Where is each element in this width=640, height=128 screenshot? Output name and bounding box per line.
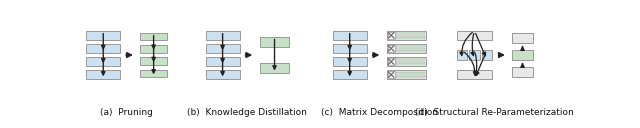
FancyBboxPatch shape xyxy=(513,67,532,77)
FancyBboxPatch shape xyxy=(396,76,425,78)
FancyBboxPatch shape xyxy=(396,63,425,65)
FancyBboxPatch shape xyxy=(140,57,167,65)
FancyBboxPatch shape xyxy=(205,44,239,53)
FancyBboxPatch shape xyxy=(469,50,479,60)
FancyBboxPatch shape xyxy=(388,58,395,65)
FancyBboxPatch shape xyxy=(513,50,532,60)
FancyBboxPatch shape xyxy=(86,31,120,40)
FancyBboxPatch shape xyxy=(396,74,425,76)
FancyBboxPatch shape xyxy=(396,50,425,52)
FancyBboxPatch shape xyxy=(333,57,367,66)
FancyBboxPatch shape xyxy=(396,45,425,47)
FancyBboxPatch shape xyxy=(205,57,239,66)
FancyBboxPatch shape xyxy=(387,70,426,79)
FancyBboxPatch shape xyxy=(140,70,167,77)
FancyBboxPatch shape xyxy=(333,44,367,53)
FancyBboxPatch shape xyxy=(396,72,425,73)
FancyBboxPatch shape xyxy=(388,71,395,78)
Text: (d)  Structural Re-Parameterization: (d) Structural Re-Parameterization xyxy=(415,108,574,117)
FancyBboxPatch shape xyxy=(388,45,395,52)
FancyBboxPatch shape xyxy=(513,33,532,43)
Text: (b)  Knowledge Distillation: (b) Knowledge Distillation xyxy=(188,108,307,117)
FancyBboxPatch shape xyxy=(396,37,425,39)
FancyBboxPatch shape xyxy=(387,31,426,40)
FancyBboxPatch shape xyxy=(396,48,425,50)
FancyBboxPatch shape xyxy=(86,44,120,53)
FancyBboxPatch shape xyxy=(205,70,239,79)
Text: (c)  Matrix Decomposition: (c) Matrix Decomposition xyxy=(321,108,438,117)
FancyBboxPatch shape xyxy=(457,50,467,60)
FancyBboxPatch shape xyxy=(140,33,167,40)
FancyBboxPatch shape xyxy=(396,58,425,60)
FancyBboxPatch shape xyxy=(387,57,426,66)
FancyBboxPatch shape xyxy=(260,63,289,73)
FancyBboxPatch shape xyxy=(388,32,395,39)
FancyBboxPatch shape xyxy=(333,31,367,40)
FancyBboxPatch shape xyxy=(333,70,367,79)
FancyBboxPatch shape xyxy=(260,36,289,47)
FancyBboxPatch shape xyxy=(86,57,120,66)
FancyBboxPatch shape xyxy=(457,31,492,40)
FancyBboxPatch shape xyxy=(387,44,426,53)
FancyBboxPatch shape xyxy=(396,35,425,36)
FancyBboxPatch shape xyxy=(140,45,167,53)
FancyBboxPatch shape xyxy=(482,50,492,60)
FancyBboxPatch shape xyxy=(396,32,425,34)
FancyBboxPatch shape xyxy=(396,61,425,63)
FancyBboxPatch shape xyxy=(86,70,120,79)
FancyBboxPatch shape xyxy=(457,70,492,79)
FancyBboxPatch shape xyxy=(205,31,239,40)
Text: (a)  Pruning: (a) Pruning xyxy=(100,108,153,117)
